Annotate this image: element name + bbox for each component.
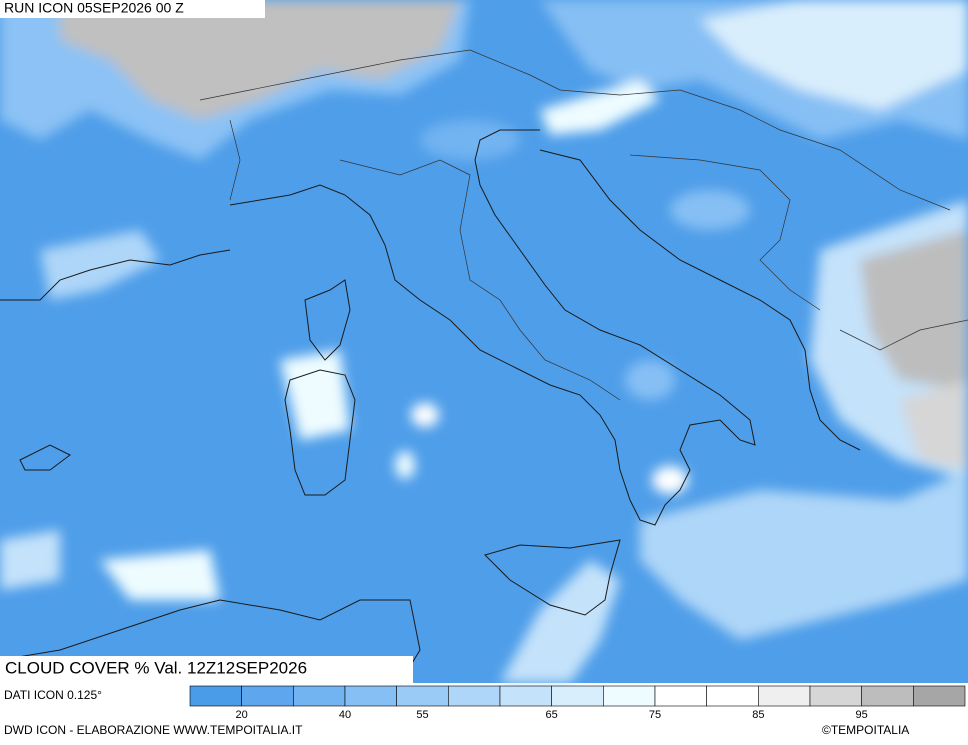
color-swatch: [189, 685, 242, 707]
tick-label: 40: [339, 709, 351, 721]
color-swatch: [758, 685, 811, 707]
color-swatch: [551, 685, 604, 707]
credit: DWD ICON - ELABORAZIONE WWW.TEMPOITALIA.…: [4, 723, 303, 737]
color-swatch: [706, 685, 759, 707]
title-box: [0, 0, 265, 18]
tick-label: 95: [856, 709, 868, 721]
color-swatch: [603, 685, 656, 707]
source-label: DATI ICON 0.125°: [4, 688, 102, 702]
coastlines: [0, 129, 861, 684]
tick-label: 85: [752, 709, 764, 721]
colorbar: 20 40 55 65 75 85 95: [189, 685, 966, 721]
label-box: [0, 656, 413, 683]
tick-label: 20: [236, 709, 248, 721]
color-swatch: [396, 685, 449, 707]
color-swatch: [499, 685, 552, 707]
tick-label: 75: [649, 709, 661, 721]
borders: [199, 49, 968, 401]
color-swatch: [448, 685, 501, 707]
color-swatch: [861, 685, 914, 707]
cloud-field: [0, 0, 968, 683]
run-title: RUN ICON 05SEP2026 00 Z: [4, 0, 184, 16]
color-swatch: [913, 685, 966, 707]
brand: ©TEMPOITALIA: [822, 723, 909, 737]
color-swatch: [809, 685, 862, 707]
color-swatch: [241, 685, 294, 707]
color-swatch: [654, 685, 707, 707]
color-swatch: [344, 685, 397, 707]
tick-label: 55: [416, 709, 428, 721]
map-label: CLOUD COVER % Val. 12Z12SEP2026: [5, 658, 307, 677]
map: [0, 0, 968, 684]
color-swatch: [293, 685, 346, 707]
tick-label: 65: [546, 709, 558, 721]
